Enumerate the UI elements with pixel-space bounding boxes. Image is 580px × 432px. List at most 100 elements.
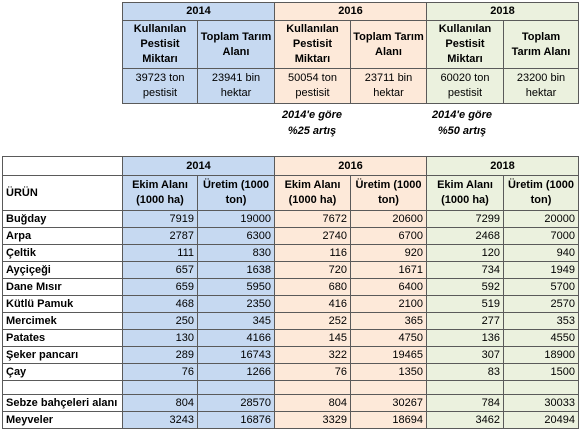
column-header: Üretim (1000 ton) xyxy=(197,175,275,211)
column-header: Kullanılan Pestisit Miktarı xyxy=(122,20,198,69)
value-cell: 920 xyxy=(350,244,427,262)
value-cell: 120 xyxy=(426,244,504,262)
value-cell: 720 xyxy=(274,261,351,279)
value-cell: 20494 xyxy=(503,411,579,429)
blank-cell xyxy=(503,380,579,395)
value-cell: 5950 xyxy=(197,278,275,296)
blank-cell xyxy=(2,380,123,395)
value-cell: 6400 xyxy=(350,278,427,296)
value-cell: 784 xyxy=(426,394,504,412)
value-cell: 3462 xyxy=(426,411,504,429)
value-cell: 2468 xyxy=(426,227,504,245)
value-cell: 19465 xyxy=(350,346,427,364)
value-cell: 136 xyxy=(426,329,504,347)
row-name: Meyveler xyxy=(2,411,123,429)
blank-cell xyxy=(426,380,504,395)
column-header: Ekim Alanı (1000 ha) xyxy=(426,175,504,211)
value-cell: 657 xyxy=(122,261,198,279)
value-cell: 7299 xyxy=(426,210,504,228)
value-cell: 23711 bin hektar xyxy=(350,68,427,104)
column-header: Üretim (1000 ton) xyxy=(503,175,579,211)
value-cell: 277 xyxy=(426,312,504,330)
value-cell: 3243 xyxy=(122,411,198,429)
year-header: 2014 xyxy=(122,156,275,176)
value-cell: 83 xyxy=(426,363,504,381)
value-cell: 1500 xyxy=(503,363,579,381)
value-cell: 468 xyxy=(122,295,198,313)
row-name: Dane Mısır xyxy=(2,278,123,296)
value-cell: 365 xyxy=(350,312,427,330)
column-header: Toplam Tarım Alanı xyxy=(197,20,275,69)
column-header: Toplam Tarım Alanı xyxy=(503,20,579,69)
value-cell: 16876 xyxy=(197,411,275,429)
value-cell: 7672 xyxy=(274,210,351,228)
value-cell: 1266 xyxy=(197,363,275,381)
value-cell: 659 xyxy=(122,278,198,296)
value-cell: 252 xyxy=(274,312,351,330)
value-cell: 30267 xyxy=(350,394,427,412)
column-header: Kullanılan Pestisit Miktarı xyxy=(274,20,351,69)
row-name: Çay xyxy=(2,363,123,381)
blank-cell xyxy=(2,156,123,176)
row-name: Mercimek xyxy=(2,312,123,330)
value-cell: 20600 xyxy=(350,210,427,228)
column-header: Toplam Tarım Alanı xyxy=(350,20,427,69)
value-cell: 2350 xyxy=(197,295,275,313)
value-cell: 7000 xyxy=(503,227,579,245)
row-name: Patates xyxy=(2,329,123,347)
value-cell: 6700 xyxy=(350,227,427,245)
year-header: 2018 xyxy=(426,2,579,21)
value-cell: 680 xyxy=(274,278,351,296)
annotation: %25 artış xyxy=(287,125,337,137)
row-name: Ayçiçeği xyxy=(2,261,123,279)
value-cell: 5700 xyxy=(503,278,579,296)
value-cell: 345 xyxy=(197,312,275,330)
column-header: Ekim Alanı (1000 ha) xyxy=(274,175,351,211)
row-name: Kütlü Pamuk xyxy=(2,295,123,313)
row-header: ÜRÜN xyxy=(2,175,123,211)
value-cell: 307 xyxy=(426,346,504,364)
value-cell: 30033 xyxy=(503,394,579,412)
value-cell: 592 xyxy=(426,278,504,296)
column-header: Üretim (1000 ton) xyxy=(350,175,427,211)
value-cell: 19000 xyxy=(197,210,275,228)
column-header: Kullanılan Pestisit Miktarı xyxy=(426,20,504,69)
value-cell: 18694 xyxy=(350,411,427,429)
value-cell: 830 xyxy=(197,244,275,262)
value-cell: 18900 xyxy=(503,346,579,364)
value-cell: 519 xyxy=(426,295,504,313)
value-cell: 1949 xyxy=(503,261,579,279)
value-cell: 60020 ton pestisit xyxy=(426,68,504,104)
row-name: Arpa xyxy=(2,227,123,245)
annotation: 2014'e göre xyxy=(431,109,493,121)
value-cell: 145 xyxy=(274,329,351,347)
value-cell: 7919 xyxy=(122,210,198,228)
annotation: 2014'e göre xyxy=(281,109,343,121)
value-cell: 289 xyxy=(122,346,198,364)
value-cell: 804 xyxy=(274,394,351,412)
value-cell: 23941 bin hektar xyxy=(197,68,275,104)
year-header: 2016 xyxy=(274,2,427,21)
value-cell: 6300 xyxy=(197,227,275,245)
value-cell: 2570 xyxy=(503,295,579,313)
value-cell: 76 xyxy=(122,363,198,381)
value-cell: 111 xyxy=(122,244,198,262)
value-cell: 353 xyxy=(503,312,579,330)
blank-cell xyxy=(350,380,427,395)
value-cell: 250 xyxy=(122,312,198,330)
value-cell: 16743 xyxy=(197,346,275,364)
value-cell: 39723 ton pestisit xyxy=(122,68,198,104)
blank-cell xyxy=(122,380,198,395)
column-header: Ekim Alanı (1000 ha) xyxy=(122,175,198,211)
annotation: %50 artış xyxy=(437,125,487,137)
value-cell: 2740 xyxy=(274,227,351,245)
value-cell: 1350 xyxy=(350,363,427,381)
value-cell: 130 xyxy=(122,329,198,347)
value-cell: 734 xyxy=(426,261,504,279)
row-name: Şeker pancarı xyxy=(2,346,123,364)
row-name: Buğday xyxy=(2,210,123,228)
value-cell: 804 xyxy=(122,394,198,412)
value-cell: 4550 xyxy=(503,329,579,347)
year-header: 2018 xyxy=(426,156,579,176)
